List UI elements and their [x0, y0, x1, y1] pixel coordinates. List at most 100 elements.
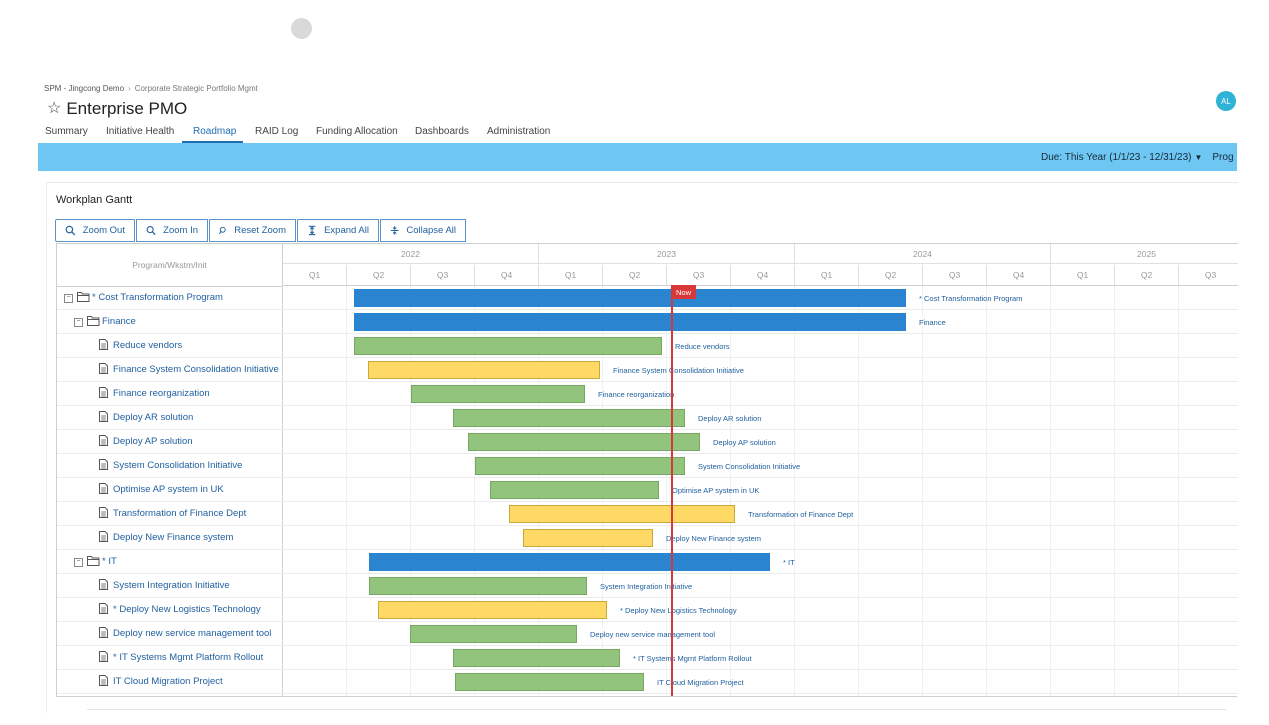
- zoom-out-button[interactable]: Zoom Out: [55, 219, 135, 242]
- gantt-bar[interactable]: [490, 481, 659, 499]
- quarter-header: Q1: [1051, 265, 1115, 286]
- quarter-header: Q2: [603, 265, 667, 286]
- row-label[interactable]: * IT Systems Mgmt Platform Rollout: [113, 652, 264, 663]
- gantt-grid: Program/Wkstm/Init 2022 2023 2024 2025 Q1 Q2 Q…: [56, 243, 1238, 696]
- gantt-bar-label: * IT Systems Mgmt Platform Rollout: [633, 654, 752, 663]
- quarter-header: Q2: [859, 265, 923, 286]
- row-label[interactable]: Finance reorganization: [113, 388, 210, 399]
- grid-line: [1178, 286, 1179, 696]
- quarter-header: Q3: [923, 265, 987, 286]
- row-label[interactable]: * IT: [102, 556, 117, 567]
- row-label[interactable]: Reduce vendors: [113, 340, 183, 351]
- panel-title: Workplan Gantt: [56, 194, 133, 206]
- tree-column-divider: [282, 286, 283, 696]
- gantt-row: Deploy new service management tool Deploy…: [57, 622, 1238, 646]
- document-icon: [99, 675, 108, 689]
- grid-line: [730, 286, 731, 696]
- tab-raid-log[interactable]: RAID Log: [255, 126, 299, 137]
- row-label[interactable]: * Deploy New Logistics Technology: [113, 604, 261, 615]
- zoom-in-button[interactable]: Zoom In: [136, 219, 208, 242]
- collapse-toggle-icon[interactable]: −: [74, 558, 83, 567]
- tree-column-header: Program/Wkstm/Init: [57, 244, 283, 287]
- tab-funding-allocation[interactable]: Funding Allocation: [316, 126, 398, 137]
- gantt-bar[interactable]: [453, 409, 685, 427]
- gantt-bar[interactable]: [368, 361, 600, 379]
- document-icon: [99, 435, 108, 449]
- program-filter-label[interactable]: Prog: [1212, 152, 1234, 163]
- gantt-bar[interactable]: [411, 385, 585, 403]
- expand-all-button[interactable]: Expand All: [297, 219, 379, 242]
- gantt-bar[interactable]: [523, 529, 653, 547]
- tab-administration[interactable]: Administration: [487, 126, 551, 137]
- star-icon[interactable]: ☆: [47, 100, 62, 117]
- row-label[interactable]: * Cost Transformation Program: [92, 292, 223, 303]
- tab-initiative-health[interactable]: Initiative Health: [106, 126, 175, 137]
- grid-line: [986, 286, 987, 696]
- zoom-out-icon: [65, 225, 76, 236]
- tab-summary[interactable]: Summary: [45, 126, 88, 137]
- gantt-bar[interactable]: [453, 649, 620, 667]
- tab-roadmap[interactable]: Roadmap: [193, 126, 237, 137]
- document-icon: [99, 531, 108, 545]
- gantt-row: System Consolidation Initiative System Co…: [57, 454, 1238, 478]
- gantt-toolbar: Zoom Out Zoom In Reset Zoom Expand All C…: [55, 219, 467, 242]
- grid-line: [922, 286, 923, 696]
- gantt-bar[interactable]: [455, 673, 644, 691]
- gantt-bar-label: Optimise AP system in UK: [672, 486, 760, 495]
- gantt-bar[interactable]: [354, 289, 906, 307]
- document-icon: [99, 339, 108, 353]
- breadcrumb-item-portfolio[interactable]: Corporate Strategic Portfolio Mgmt: [134, 84, 258, 93]
- avatar[interactable]: AL: [1216, 91, 1236, 111]
- row-label[interactable]: System Integration Initiative: [113, 580, 230, 591]
- document-icon: [99, 459, 108, 473]
- active-tab-indicator: [182, 141, 243, 143]
- row-label[interactable]: Deploy new service management tool: [113, 628, 272, 639]
- row-label[interactable]: Finance: [102, 316, 136, 327]
- row-label[interactable]: Finance System Consolidation Initiative: [113, 364, 279, 375]
- collapse-all-label: Collapse All: [406, 225, 456, 236]
- gantt-row: − * IT * IT: [57, 550, 1238, 574]
- quarter-header: Q4: [731, 265, 795, 286]
- collapse-toggle-icon[interactable]: −: [74, 318, 83, 327]
- gantt-row: Deploy AR solution Deploy AR solution: [57, 406, 1238, 430]
- gantt-bar[interactable]: [509, 505, 735, 523]
- gantt-bar-label: Deploy AR solution: [698, 414, 762, 423]
- gantt-bar[interactable]: [378, 601, 607, 619]
- document-icon: [99, 363, 108, 377]
- gantt-bar-label: Finance: [919, 318, 946, 327]
- document-icon: [99, 411, 108, 425]
- gantt-bar[interactable]: [475, 457, 685, 475]
- grid-line: [1114, 286, 1115, 696]
- collapse-all-button[interactable]: Collapse All: [380, 219, 466, 242]
- grid-line: [858, 286, 859, 696]
- gantt-bar[interactable]: [410, 625, 577, 643]
- row-label[interactable]: Deploy New Finance system: [113, 532, 234, 543]
- quarter-header: Q3: [411, 265, 475, 286]
- due-filter-dropdown[interactable]: Due: This Year (1/1/23 - 12/31/23) ▼ Prog: [1041, 152, 1234, 163]
- zoom-in-label: Zoom In: [163, 225, 198, 236]
- tab-dashboards[interactable]: Dashboards: [415, 126, 469, 137]
- gantt-bar-label: System Integration Initiative: [600, 582, 693, 591]
- quarter-header: Q4: [475, 265, 539, 286]
- gantt-bar[interactable]: [468, 433, 700, 451]
- gantt-bar[interactable]: [354, 337, 662, 355]
- row-label[interactable]: Deploy AR solution: [113, 412, 194, 423]
- gantt-bar-label: * Cost Transformation Program: [919, 294, 1023, 303]
- horizontal-scrollbar[interactable]: [87, 709, 1226, 710]
- gantt-bar[interactable]: [354, 313, 906, 331]
- row-label[interactable]: Transformation of Finance Dept: [113, 508, 247, 519]
- now-marker-line: [671, 286, 673, 696]
- gantt-bar[interactable]: [369, 577, 587, 595]
- gantt-bar[interactable]: [369, 553, 770, 571]
- breadcrumb-item-demo[interactable]: SPM - Jingcong Demo: [44, 84, 125, 93]
- collapse-toggle-icon[interactable]: −: [64, 294, 73, 303]
- row-label[interactable]: System Consolidation Initiative: [113, 460, 243, 471]
- reset-zoom-button[interactable]: Reset Zoom: [209, 219, 296, 242]
- row-label[interactable]: Deploy AP solution: [113, 436, 193, 447]
- quarter-header: Q4: [987, 265, 1051, 286]
- row-label[interactable]: Optimise AP system in UK: [113, 484, 224, 495]
- row-label[interactable]: IT Cloud Migration Project: [113, 676, 223, 687]
- quarter-header: Q3: [1179, 265, 1238, 286]
- year-header: 2022: [283, 244, 539, 264]
- document-icon: [99, 507, 108, 521]
